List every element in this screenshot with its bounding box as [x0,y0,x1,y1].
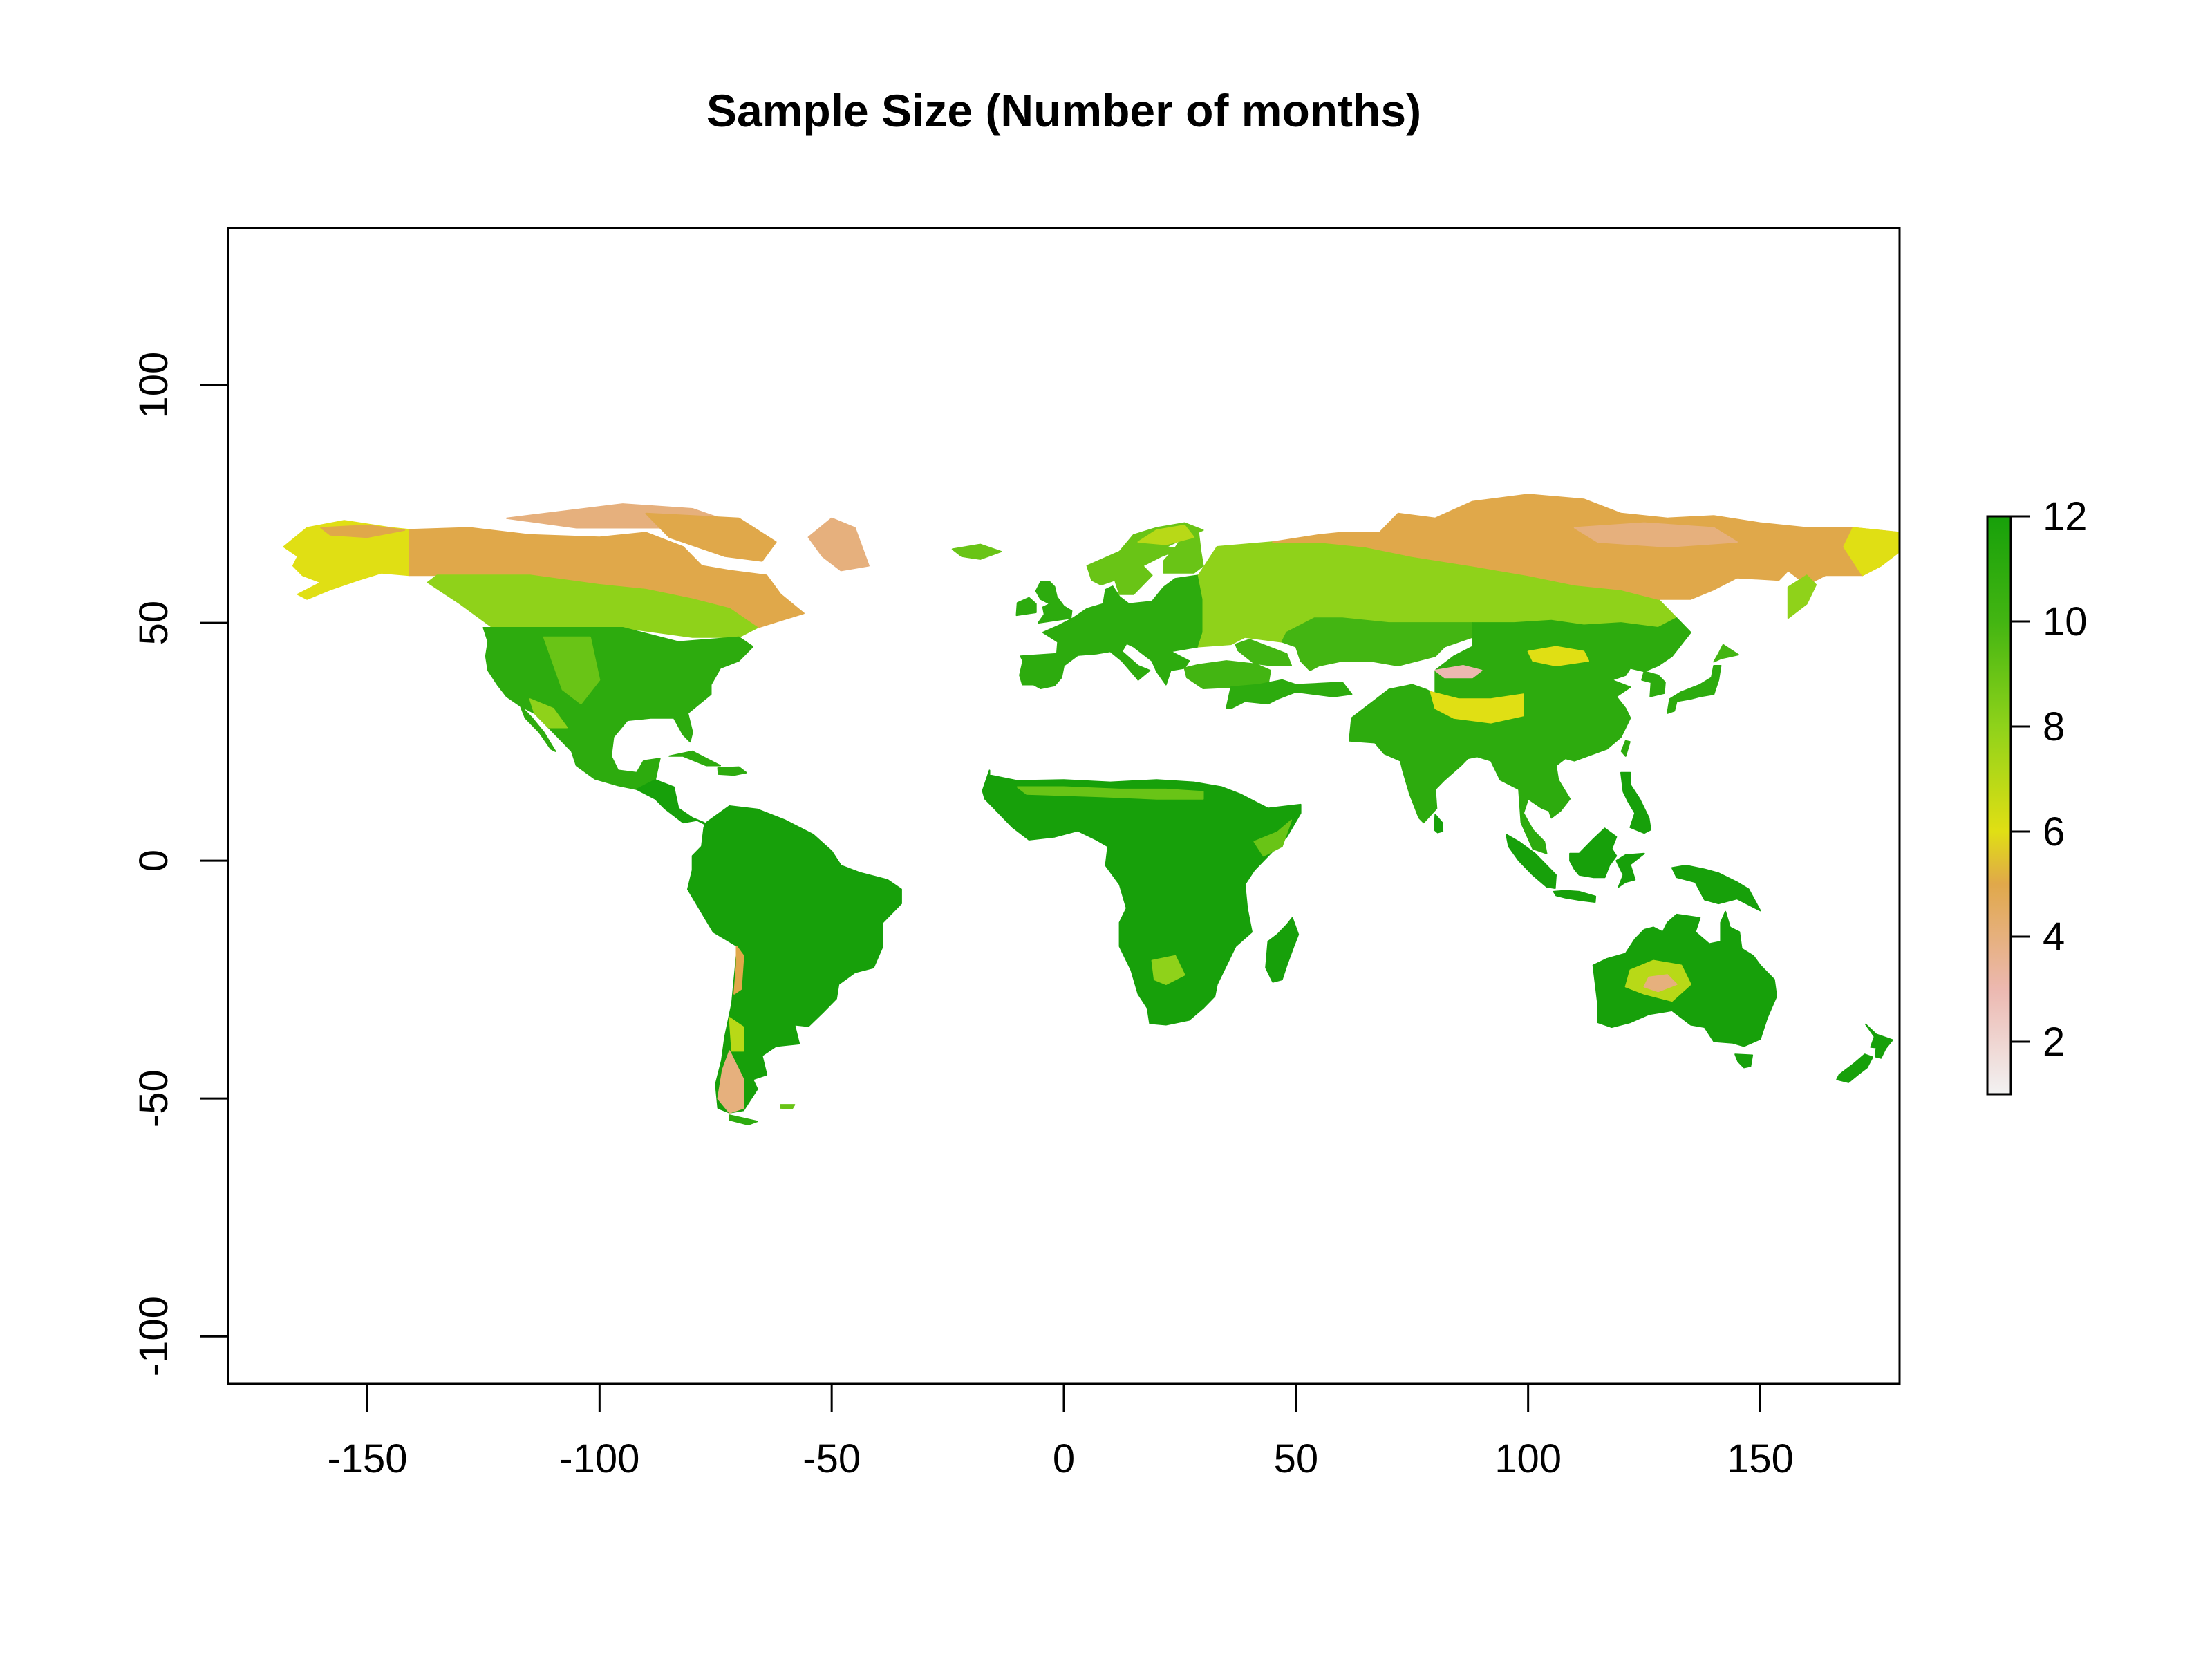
region-tierra-del-fuego [729,1114,758,1125]
region-taiwan [1620,740,1631,757]
x-tick-label: 0 [1053,1436,1075,1481]
legend-tick-label: 6 [2043,809,2065,854]
region-great-britain [1035,581,1073,624]
region-turkey [1183,660,1271,689]
region-horn-of-africa [1253,819,1293,857]
region-tasmania [1734,1053,1754,1069]
region-tarim [1434,665,1483,679]
legend-tick-label: 2 [2043,1020,2065,1065]
region-canada-boreal [427,574,758,638]
region-chukotka-south [1843,527,1900,577]
legend-tick-label: 12 [2043,494,2088,539]
region-atacama [733,946,744,995]
region-south-america [687,805,902,1114]
x-tick-label: -150 [327,1436,407,1481]
region-gobi [1527,646,1589,666]
region-china-east-asia [1349,617,1691,854]
region-usa-and-mexico [482,627,753,790]
region-middle-east-fringe [1226,679,1353,709]
region-new-zealand-south [1836,1053,1873,1083]
chart-title: Sample Size (Number of months) [706,85,1421,136]
x-tick-label: 100 [1494,1436,1562,1481]
y-tick-label: -50 [131,1069,176,1127]
map-layer [283,494,1900,1125]
x-tick-label: -100 [559,1436,639,1481]
region-new-guinea [1671,865,1761,912]
region-europe [1019,574,1204,689]
y-tick-label: 0 [131,850,176,872]
region-iceland [951,543,1002,560]
region-madagascar [1265,917,1300,983]
region-africa [982,769,1302,1026]
y-tick-label: -100 [131,1296,176,1376]
region-ireland [1015,597,1037,617]
region-sonora [529,698,568,729]
region-sulawesi [1615,852,1645,888]
region-hispaniola [717,766,747,776]
region-new-zealand-north [1865,1023,1893,1059]
region-greenland-coast [807,517,870,572]
region-australia-desert-centre [1643,974,1678,993]
y-tick-label: 50 [131,601,176,646]
region-kalahari [1151,955,1185,985]
region-cuba [668,750,721,767]
region-baffin [645,512,777,562]
region-yakutia [1573,522,1738,547]
region-kamchatka [1787,574,1817,619]
axes-layer: -150 -100 -50 0 50 100 150 -100 -50 0 50 100 [131,227,1901,1481]
region-tibet [1430,691,1524,724]
region-borneo [1569,827,1618,879]
region-korea [1641,671,1666,697]
legend-tick-label: 4 [2043,915,2065,959]
region-hokkaido [1713,644,1739,663]
x-tick-label: 50 [1274,1436,1319,1481]
legend-tick-label: 8 [2043,704,2065,749]
region-baja-california [520,705,556,752]
color-legend: 2 4 6 8 10 12 [1986,494,2088,1096]
x-tick-label: -50 [803,1436,861,1481]
region-japan [1667,665,1722,714]
region-alaska [283,520,410,600]
region-central-asia [1281,617,1474,671]
region-northern-scandinavia [1137,525,1195,545]
region-central-america [636,779,707,826]
land-regions [283,494,1900,1125]
x-tick-label: 150 [1727,1436,1794,1481]
region-caucasus [1235,639,1293,666]
region-andes-south [729,1017,744,1052]
region-great-plains [543,636,601,705]
region-sri-lanka [1434,814,1444,834]
region-finland [1163,532,1204,574]
legend-tick-label: 10 [2043,599,2088,644]
region-patagonia [717,1050,744,1114]
region-sahel-streak [1016,786,1204,800]
region-falklands [780,1104,796,1109]
region-alaska-north-slope [320,525,406,538]
region-sumatra [1506,834,1557,889]
y-tick-label: 100 [131,352,176,419]
region-java [1553,890,1597,903]
region-philippines [1620,771,1651,834]
legend-colorbar [1986,515,2012,1096]
